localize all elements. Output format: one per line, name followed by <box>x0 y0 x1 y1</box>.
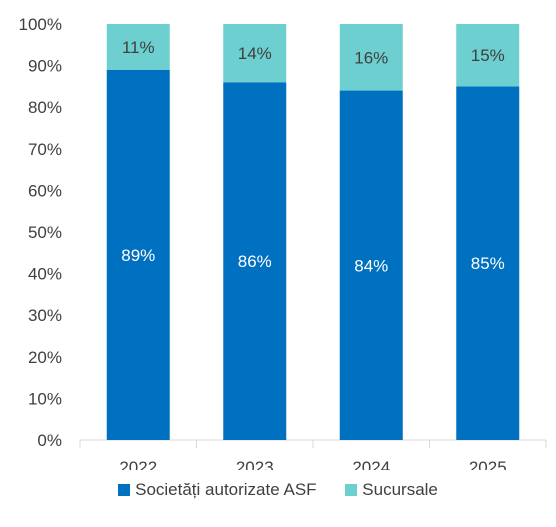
bar-segment-series-2 <box>456 24 520 87</box>
x-tick-label: 2022 <box>119 458 157 470</box>
data-label-series-2: 15% <box>471 46 505 65</box>
bar-segment-series-1 <box>223 82 287 441</box>
legend-label-series-2: Sucursale <box>362 480 438 499</box>
y-tick-label: 50% <box>28 223 62 242</box>
bar-segment-series-2 <box>339 24 403 91</box>
legend-swatch-series-1 <box>118 484 131 496</box>
bar-segment-series-1 <box>456 86 520 441</box>
y-tick-label: 0% <box>37 431 62 450</box>
x-tick-label: 2025 <box>469 458 507 470</box>
data-label-series-2: 11% <box>122 38 155 57</box>
legend-item-series-1: Societăți autorizate ASF <box>118 480 317 500</box>
y-tick-label: 80% <box>28 98 62 117</box>
y-tick-label: 40% <box>28 265 62 284</box>
y-tick-label: 10% <box>28 389 62 408</box>
bar-segment-series-2 <box>106 24 170 70</box>
y-tick-label: 20% <box>28 348 62 367</box>
y-tick-label: 90% <box>28 57 62 76</box>
data-label-series-1: 85% <box>471 254 505 273</box>
legend-item-series-2: Sucursale <box>345 480 438 500</box>
data-label-series-2: 14% <box>238 44 272 63</box>
bar-segment-series-1 <box>339 90 403 440</box>
x-tick-label: 2024 <box>352 458 390 470</box>
y-tick-label: 60% <box>28 181 62 200</box>
y-tick-label: 30% <box>28 306 62 325</box>
legend-label-series-1: Societăți autorizate ASF <box>135 480 317 499</box>
x-tick-label: 2023 <box>236 458 274 470</box>
y-tick-label: 70% <box>28 140 62 159</box>
data-label-series-1: 89% <box>121 246 155 265</box>
legend: Societăți autorizate ASF Sucursale <box>0 480 556 501</box>
bar-segment-series-2 <box>223 24 287 83</box>
data-label-series-1: 84% <box>354 256 388 275</box>
stacked-bar-chart: 0% 10% 20% 30% 40% 50% 60% 70% 80% 90% 100% 89% 11% 2… <box>19 15 547 470</box>
data-label-series-1: 86% <box>238 252 272 271</box>
legend-swatch-series-2 <box>345 484 358 496</box>
data-label-series-2: 16% <box>354 48 388 67</box>
bar-segment-series-1 <box>106 69 170 440</box>
y-tick-label: 100% <box>19 15 62 34</box>
